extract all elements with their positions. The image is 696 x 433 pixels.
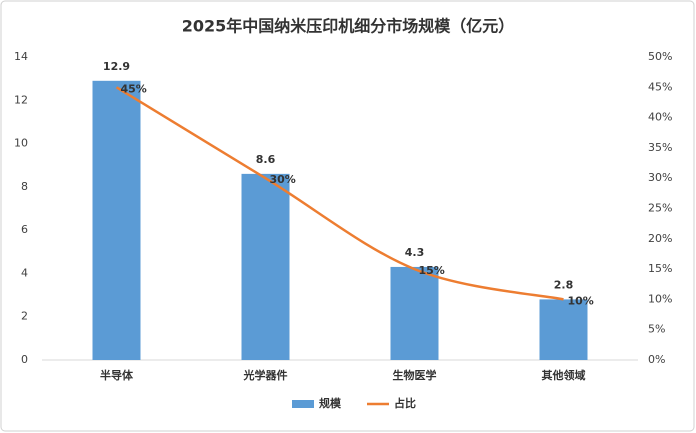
y-tick-label: 10 xyxy=(14,137,28,150)
bar-value-label: 2.8 xyxy=(554,278,574,291)
bar-value-label: 8.6 xyxy=(256,153,276,166)
y2-tick-label: 45% xyxy=(648,80,672,93)
y-tick-label: 4 xyxy=(21,266,28,279)
x-tick-label: 生物医学 xyxy=(393,368,437,382)
y2-tick-label: 0% xyxy=(648,353,665,366)
y2-tick-label: 30% xyxy=(648,171,672,184)
chart-title: 2025年中国纳米压印机细分市场规模（亿元） xyxy=(182,17,515,36)
y2-tick-label: 20% xyxy=(648,232,672,245)
legend-label: 规模 xyxy=(319,396,342,410)
line-value-label: 10% xyxy=(568,294,594,307)
y-tick-label: 6 xyxy=(21,223,28,236)
line xyxy=(115,86,564,301)
y-tick-label: 12 xyxy=(14,93,28,106)
y2-tick-label: 50% xyxy=(648,50,672,63)
y2-tick-label: 15% xyxy=(648,262,672,275)
line-value-label: 30% xyxy=(270,173,296,186)
bar-value-label: 4.3 xyxy=(405,246,425,259)
y2-tick-label: 5% xyxy=(648,323,665,336)
y2-tick-label: 35% xyxy=(648,141,672,154)
y2-tick-label: 25% xyxy=(648,202,672,215)
bar xyxy=(241,173,290,360)
line-value-label: 15% xyxy=(419,264,445,277)
y2-tick-label: 10% xyxy=(648,292,672,305)
bar xyxy=(539,299,588,360)
bar xyxy=(92,80,141,361)
y-tick-label: 8 xyxy=(21,180,28,193)
x-tick-label: 其他领域 xyxy=(542,368,586,382)
y-tick-label: 0 xyxy=(21,353,28,366)
bar-value-label: 12.9 xyxy=(103,60,130,73)
legend-swatch xyxy=(292,400,314,408)
line-value-label: 45% xyxy=(121,82,147,95)
bar xyxy=(390,266,439,360)
y-tick-label: 2 xyxy=(21,310,28,323)
legend-label: 占比 xyxy=(394,396,416,410)
y2-tick-label: 40% xyxy=(648,111,672,124)
x-tick-label: 光学器件 xyxy=(243,368,288,382)
y-tick-label: 14 xyxy=(14,50,28,63)
x-tick-label: 半导体 xyxy=(100,368,134,382)
